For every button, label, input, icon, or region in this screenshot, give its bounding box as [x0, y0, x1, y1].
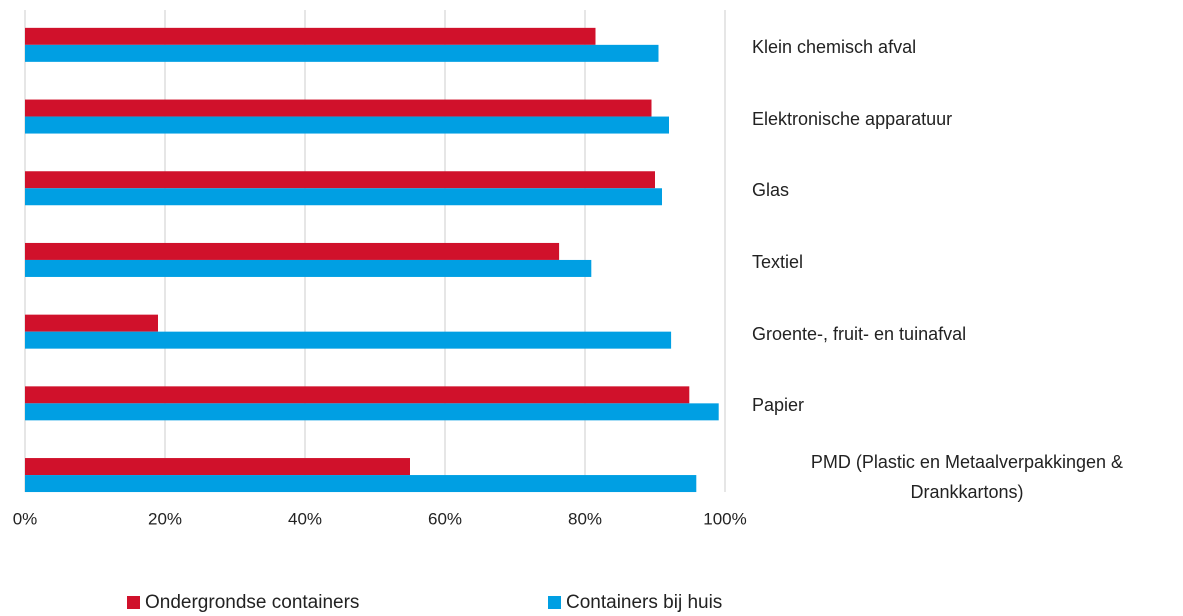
category-label: Klein chemisch afval	[752, 36, 917, 57]
x-tick-label: 100%	[703, 509, 746, 528]
x-tick-label: 40%	[288, 509, 322, 528]
bar	[25, 99, 652, 117]
x-tick-label: 80%	[568, 509, 602, 528]
category-label: Papier	[752, 395, 805, 416]
bar	[25, 116, 669, 134]
legend-swatch	[548, 596, 561, 609]
bar	[25, 188, 662, 206]
x-tick-label: 0%	[13, 509, 38, 528]
bar	[25, 27, 596, 45]
bar	[25, 403, 719, 421]
bar	[25, 242, 560, 260]
bar	[25, 44, 659, 62]
category-label: Elektronische apparatuur	[752, 108, 953, 129]
category-label: Groente-, fruit- en tuinafval	[752, 323, 967, 344]
bar	[25, 458, 410, 476]
x-tick-label: 20%	[148, 509, 182, 528]
bar	[25, 475, 697, 493]
x-tick-label: 60%	[428, 509, 462, 528]
legend-swatch	[127, 596, 140, 609]
legend-label: Containers bij huis	[566, 592, 722, 613]
bar	[25, 171, 655, 189]
bar	[25, 386, 690, 404]
category-label: Textiel	[752, 251, 804, 272]
category-label: PMD (Plastic en Metaalverpakkingen & Dra…	[810, 452, 1124, 503]
bar	[25, 314, 158, 332]
legend-label: Ondergrondse containers	[145, 592, 359, 613]
category-label: Glas	[752, 180, 790, 201]
bar	[25, 259, 592, 277]
bar	[25, 331, 672, 349]
